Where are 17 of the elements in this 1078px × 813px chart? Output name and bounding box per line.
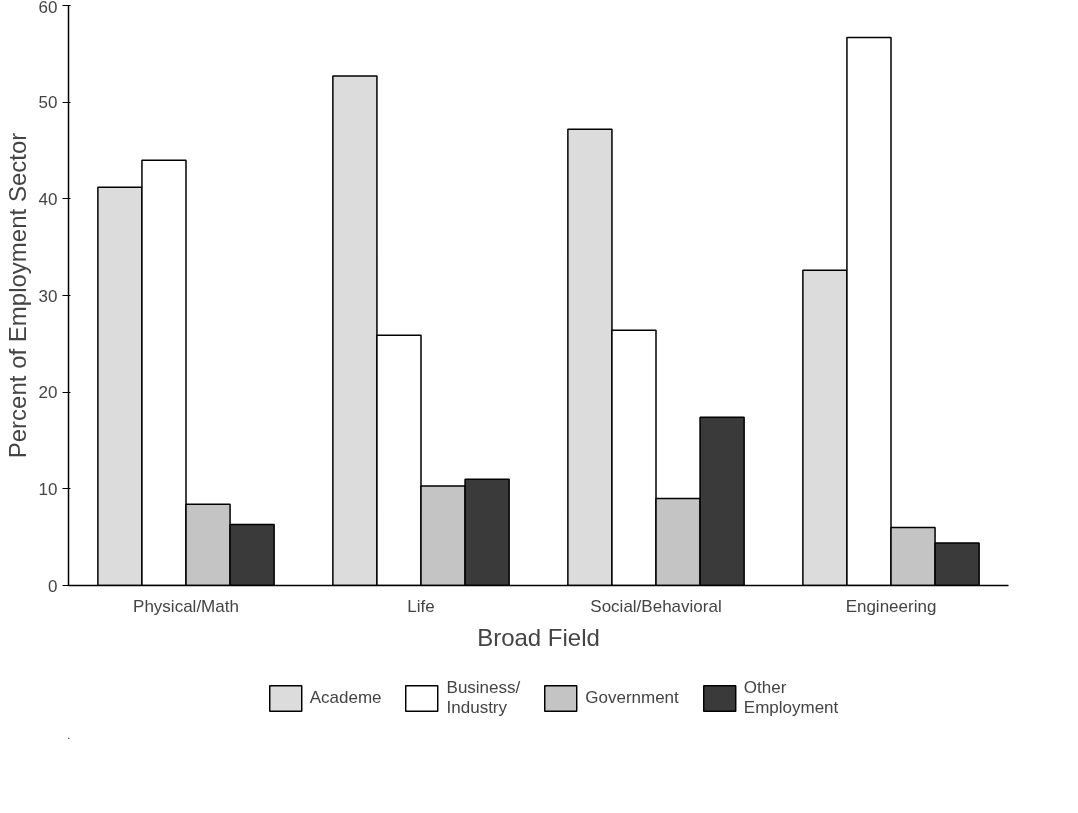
- legend-label: Government: [585, 688, 679, 708]
- y-tick-label: 10: [38, 479, 58, 499]
- x-tick-label: Life: [407, 596, 435, 616]
- legend-label: Academe: [309, 688, 382, 708]
- x-tick-label: Social/Behavioral: [590, 596, 722, 616]
- legend-label: Business/ Industry: [446, 678, 521, 718]
- y-tick-label: 20: [38, 383, 58, 403]
- y-tick-label: 0: [48, 576, 58, 596]
- y-tick-label: 60: [38, 0, 58, 17]
- y-tick-label: 50: [38, 93, 58, 113]
- y-tick-label: 30: [38, 286, 58, 306]
- legend-label: Other Employment: [743, 678, 839, 718]
- y-tick-label: 40: [38, 189, 58, 209]
- x-tick-label: Engineering: [845, 596, 937, 616]
- y-axis-title: Percent of Employment Sector: [3, 132, 31, 459]
- x-axis-title: Broad Field: [477, 623, 600, 651]
- x-tick-label: Physical/Math: [133, 596, 239, 616]
